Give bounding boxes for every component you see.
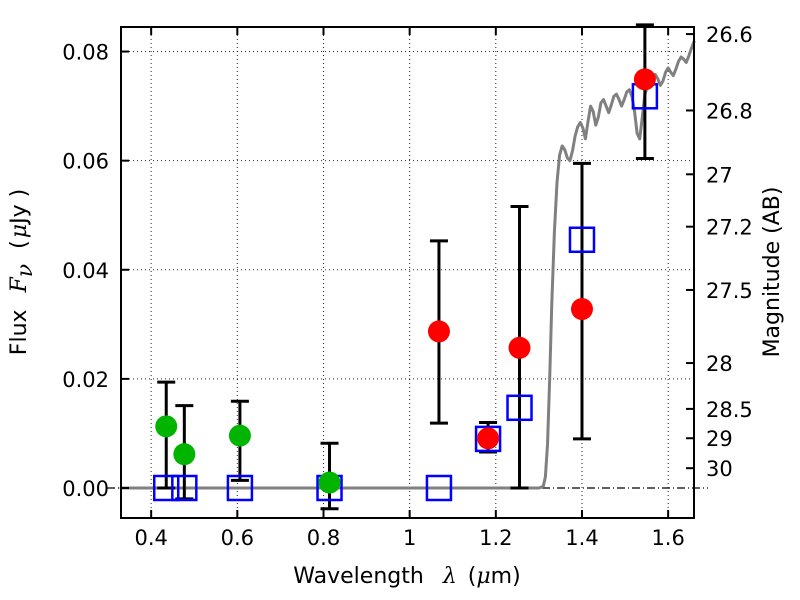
y-tick-label: 0.06: [62, 150, 109, 174]
x-tick-label: 1.2: [479, 526, 512, 550]
y-tick-label: 0.02: [62, 368, 109, 392]
x-tick-label: 0.8: [307, 526, 340, 550]
x-tick-label: 1.4: [565, 526, 598, 550]
data-point-green: [318, 471, 341, 494]
right-tick-label: 27.5: [706, 279, 753, 303]
y-tick-label: 0.04: [62, 259, 109, 283]
model-square-marker: [152, 474, 180, 502]
right-tick-label: 26.8: [706, 99, 753, 123]
y-axis-title: Flux Fν (μJy ): [7, 189, 38, 355]
model-square-marker: [171, 474, 198, 502]
right-tick-label: 27: [706, 163, 733, 187]
y-tick-label: 0.08: [62, 41, 109, 65]
x-axis-units: (: [468, 564, 477, 589]
data-point-green: [173, 443, 196, 466]
lambda-symbol: λ: [442, 564, 457, 589]
model-square-marker: [474, 425, 502, 453]
right-tick-label: 26.6: [706, 23, 753, 47]
x-tick-label: 1.6: [651, 526, 684, 550]
plot-background: [121, 27, 694, 518]
data-point-red: [508, 336, 531, 359]
data-point-red: [427, 320, 450, 343]
model-square-marker: [226, 474, 254, 502]
y-tick-label: 0.00: [62, 477, 109, 501]
x-axis-title-word: Wavelength: [293, 564, 424, 589]
right-tick-label: 28.5: [706, 398, 753, 422]
model-square-marker: [568, 226, 596, 254]
x-tick-label: 1: [403, 526, 416, 550]
right-tick-label: 27.2: [706, 216, 753, 240]
right-axis-title: Magnitude (AB): [760, 187, 785, 358]
y-axis-units: (: [7, 240, 32, 249]
data-point-red: [633, 68, 656, 91]
x-axis-title: Wavelength λ (μm): [293, 564, 520, 589]
y-tick-labels: 0.00 0.02 0.04 0.06 0.08: [62, 41, 109, 501]
svg-text:Wavelength λ (: Wavelength λ (μm): [293, 564, 520, 589]
data-point-red: [570, 298, 593, 321]
model-square-marker: [425, 474, 453, 502]
model-square-marker: [506, 394, 533, 422]
right-tick-label: 28: [706, 352, 733, 376]
x-tick-label: 0.4: [134, 526, 167, 550]
y-axis-title-word: Flux: [7, 309, 32, 355]
model-sed-path: [119, 40, 696, 490]
right-tick-labels: 26.6 26.8 27 27.2 27.5 28 28.5 29 30: [706, 23, 753, 481]
data-point-green: [155, 415, 178, 438]
x-tick-labels: 0.4 0.6 0.8 1 1.2 1.4 1.6: [134, 526, 684, 550]
axis-ticks: [121, 27, 694, 518]
observed-photometry-markers: [155, 68, 656, 494]
model-sed-curve: [119, 40, 696, 490]
data-point-green: [228, 424, 251, 447]
data-point-red: [477, 427, 500, 450]
x-tick-label: 0.6: [221, 526, 254, 550]
flux-symbol: F: [7, 276, 32, 293]
svg-text:Flux Fν (μJy ): Flux Fν (μJy ): [7, 189, 38, 355]
right-axis-title-text: Magnitude (AB): [760, 187, 785, 358]
axes-frame: [120, 26, 695, 519]
right-tick-label: 29: [706, 427, 733, 451]
right-tick-label: 30: [706, 457, 733, 481]
